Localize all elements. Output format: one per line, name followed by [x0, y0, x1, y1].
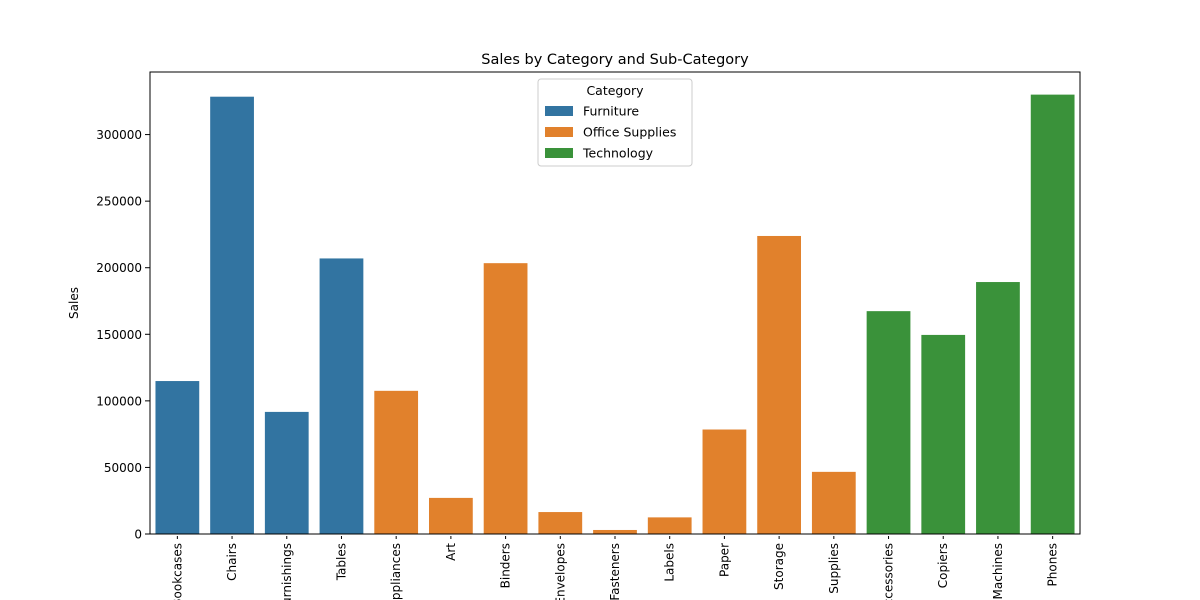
- x-tick-label: Art: [444, 543, 458, 561]
- bar-chairs: [210, 96, 254, 534]
- legend-swatch: [545, 148, 573, 158]
- bar-binders: [483, 263, 528, 534]
- y-tick-label: 150000: [96, 328, 142, 342]
- bar-art: [429, 497, 473, 534]
- x-tick-label: Chairs: [225, 543, 239, 581]
- y-tick-label: 100000: [96, 394, 142, 408]
- bar-accessories: [866, 311, 911, 534]
- x-axis: Bookcases Chairs Furnishings Tables Applianc…: [170, 536, 1060, 600]
- y-tick-label: 50000: [104, 461, 142, 475]
- x-tick-label: Labels: [663, 543, 677, 582]
- legend-swatch: [545, 106, 573, 116]
- legend-box: [537, 78, 693, 167]
- legend-title: Category: [586, 83, 644, 98]
- bar-machines: [976, 282, 1020, 534]
- bars-group: [155, 94, 1075, 535]
- x-tick-label: Supplies: [827, 543, 841, 594]
- x-tick-label: Bookcases: [170, 543, 184, 600]
- x-tick-label: Furnishings: [280, 543, 294, 600]
- chart-title: Sales by Category and Sub-Category: [481, 52, 749, 68]
- legend-entry-label: Office Supplies: [583, 125, 676, 140]
- y-tick-label: 0: [134, 528, 142, 542]
- legend-entry-label: Furniture: [583, 104, 639, 119]
- bar-bookcases: [155, 381, 200, 534]
- plot-frame: [149, 71, 1081, 535]
- legend-entry-label: Technology: [582, 146, 654, 161]
- bar-copiers: [921, 334, 966, 534]
- x-tick-label: Phones: [1046, 543, 1060, 586]
- x-tick-label: Fasteners: [608, 543, 622, 600]
- x-tick-label: Appliances: [389, 543, 403, 600]
- bar-appliances: [374, 390, 419, 534]
- x-tick-label: Copiers: [936, 543, 950, 588]
- x-tick-label: Accessories: [882, 543, 896, 600]
- x-tick-label: Storage: [772, 543, 786, 590]
- y-axis-label: Sales: [67, 287, 81, 319]
- bar-supplies: [811, 471, 856, 534]
- x-tick-label: Tables: [334, 543, 348, 581]
- bar-furnishings: [264, 411, 309, 534]
- bar-tables: [319, 258, 364, 534]
- x-tick-label: Paper: [717, 543, 731, 577]
- legend: Category Furniture Office Supplies Technol…: [537, 78, 693, 167]
- y-tick-label: 250000: [96, 195, 142, 209]
- y-tick-label: 300000: [96, 128, 142, 142]
- bar-storage: [757, 235, 801, 535]
- y-axis: 0 50000 100000 150000 200000 250000 300000: [96, 128, 150, 542]
- x-tick-label: Machines: [991, 543, 1005, 599]
- bar-fasteners: [593, 529, 637, 534]
- bar-envelopes: [538, 512, 583, 534]
- bar-labels: [647, 517, 692, 534]
- x-tick-label: Binders: [499, 543, 513, 588]
- x-tick-label: Envelopes: [553, 543, 567, 600]
- y-tick-label: 200000: [96, 261, 142, 275]
- legend-swatch: [545, 127, 573, 137]
- bar-phones: [1030, 94, 1075, 534]
- bar-paper: [702, 429, 747, 534]
